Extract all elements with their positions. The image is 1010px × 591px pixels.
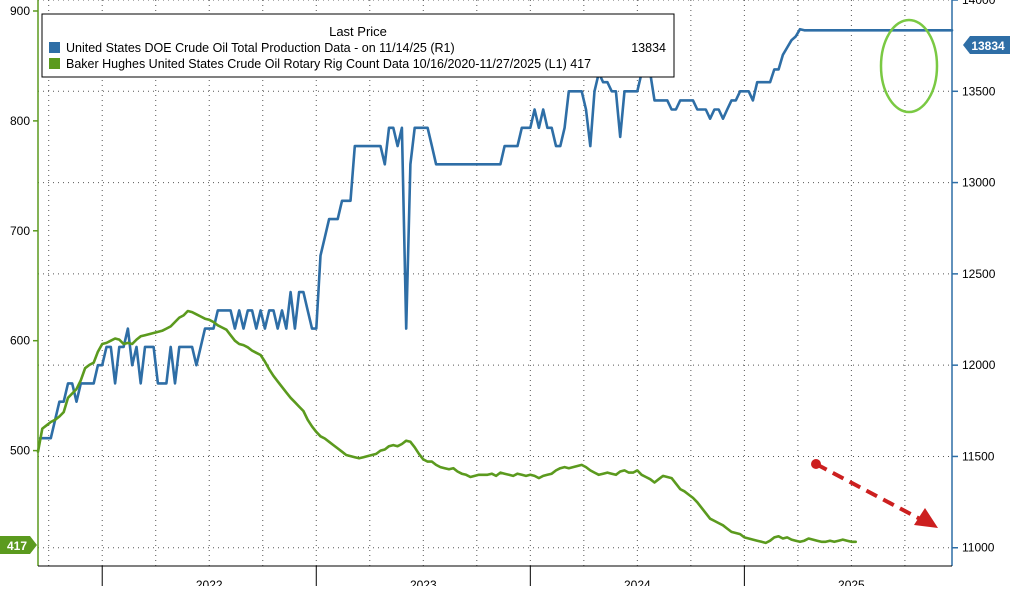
right-tick-label: 12000 — [962, 358, 996, 372]
series-line-production — [38, 27, 954, 440]
trend-arrow-head — [914, 508, 938, 528]
right-tick-label: 13500 — [962, 84, 996, 98]
left-value-tag — [0, 536, 37, 554]
right-value-tag-text: 13834 — [971, 39, 1005, 53]
left-tick-label: 900 — [10, 4, 30, 18]
left-tick-label: 700 — [10, 224, 30, 238]
x-tick-label: 2022 — [196, 578, 223, 586]
right-tick-label: 14000 — [962, 0, 996, 7]
x-tick-label: 2024 — [624, 578, 651, 586]
legend-title: Last Price — [329, 24, 387, 39]
annotations — [811, 18, 939, 528]
grid — [38, 0, 952, 566]
last-value-tags: 417 13834 — [0, 36, 1010, 554]
legend-box — [41, 13, 675, 78]
legend: Last Price United States DOE Crude Oil T… — [41, 13, 675, 78]
highlight-circle — [879, 18, 939, 114]
axes: 11000 11500 12000 12500 13000 13500 14000 500 60… — [10, 0, 996, 591]
series-layer — [36, 27, 954, 545]
left-tick-label: 800 — [10, 114, 30, 128]
legend-label-production: United States DOE Crude Oil Total Produc… — [66, 41, 455, 55]
legend-value-production: 13834 — [631, 41, 666, 55]
right-tick-label: 12500 — [962, 267, 996, 281]
legend-swatch-rigcount — [49, 58, 60, 69]
trend-arrow-line — [815, 462, 923, 522]
left-tick-label: 500 — [10, 444, 30, 458]
right-tick-label: 11500 — [962, 449, 995, 463]
left-value-tag-text: 417 — [7, 539, 27, 553]
left-tick-label: 600 — [10, 334, 30, 348]
legend-label-rigcount: Baker Hughes United States Crude Oil Rot… — [66, 57, 591, 71]
right-value-tag — [963, 36, 1010, 54]
legend-swatch-production — [49, 42, 60, 53]
x-tick-label: 2025 — [838, 578, 865, 586]
x-tick-label: 2023 — [410, 578, 437, 586]
right-tick-label: 11000 — [962, 541, 995, 555]
series-line-rig-count — [36, 309, 858, 545]
right-tick-label: 13000 — [962, 176, 996, 190]
